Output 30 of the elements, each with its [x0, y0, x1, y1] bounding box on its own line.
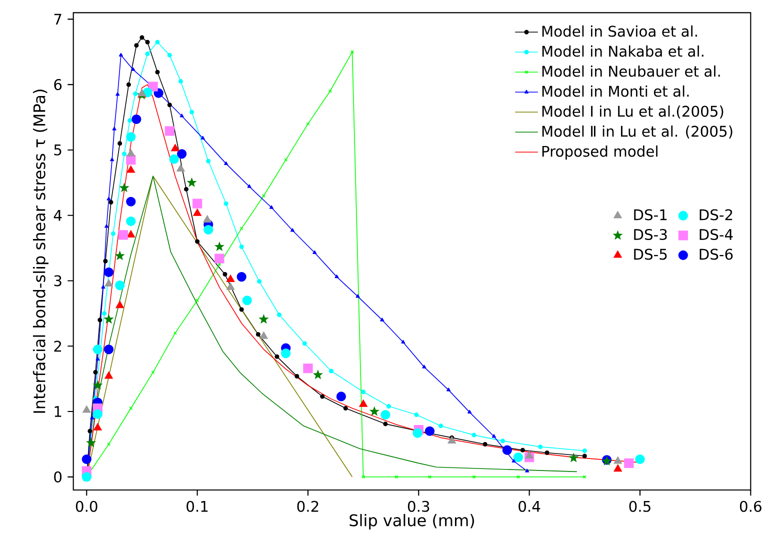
x-tick-label: 0.6 — [740, 500, 762, 512]
y-axis-title: Interfacial bond-slip shear stress τ (MPa) — [32, 90, 48, 413]
legend-label: Model in Monti et al. — [542, 85, 689, 97]
x-tick-label: 0.0 — [76, 500, 98, 512]
y-tick-label: 1 — [54, 406, 62, 417]
legend-label: Model Ⅱ in Lu et al. (2005) — [542, 125, 732, 139]
y-tick-label: 6 — [54, 79, 62, 90]
legend-label: Model Ⅰ in Lu et al.(2005) — [542, 105, 724, 119]
x-tick-label: 0.3 — [408, 500, 430, 512]
legend-label: DS-5 — [634, 248, 667, 260]
y-tick-label: 0 — [54, 471, 62, 482]
y-tick-label: 7 — [54, 14, 62, 25]
legend-label: Model in Nakaba et al. — [542, 45, 704, 57]
y-tick-label: 4 — [54, 210, 62, 221]
legend-label: DS-3 — [634, 228, 667, 240]
x-tick-label: 0.4 — [518, 500, 540, 512]
y-tick-label: 5 — [54, 144, 62, 156]
legend-label: DS-1 — [634, 209, 667, 220]
y-tick-label: 2 — [54, 340, 62, 352]
legend-label: Model in Neubauer et al. — [542, 65, 720, 77]
legend-label: DS-2 — [700, 209, 732, 220]
legend-label: DS-6 — [700, 248, 733, 260]
x-axis-title: Slip value (mm) — [350, 514, 474, 530]
x-tick-label: 0.1 — [186, 500, 208, 512]
y-tick-label: 3 — [54, 275, 62, 286]
legend-label: Model in Savioa et al. — [542, 25, 697, 37]
legend-label: Proposed model — [542, 145, 658, 160]
x-tick-label: 0.5 — [629, 500, 650, 512]
legend-label: DS-4 — [700, 228, 733, 240]
x-tick-label: 0.2 — [297, 500, 318, 512]
